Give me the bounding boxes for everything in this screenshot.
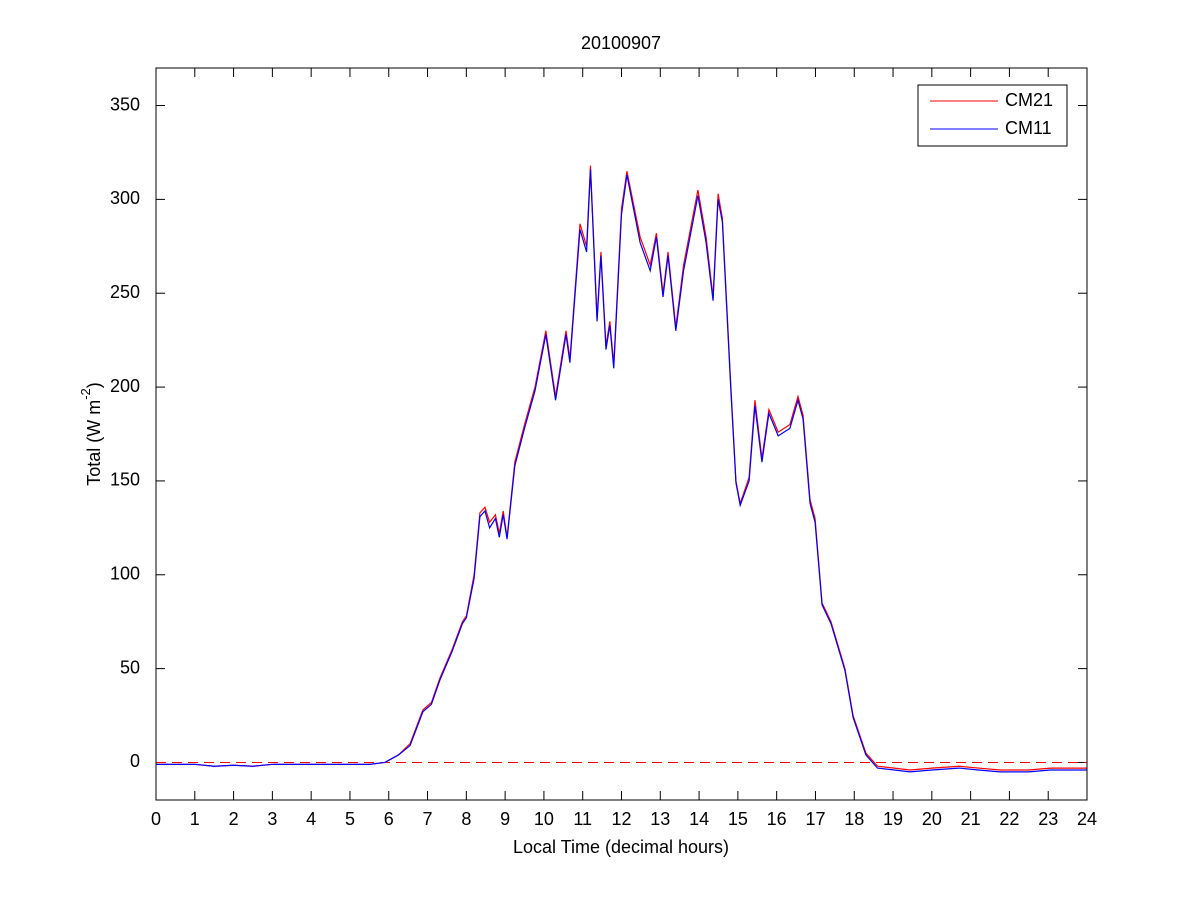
chart-title: 20100907 — [581, 33, 661, 53]
y-label-text: Total (W m — [84, 400, 104, 486]
x-tick-label: 14 — [689, 809, 709, 829]
x-tick-label: 16 — [767, 809, 787, 829]
y-tick-label: 300 — [110, 188, 140, 208]
plot-frame — [155, 67, 1088, 801]
x-tick-label: 17 — [805, 809, 825, 829]
legend-label: CM21 — [1005, 90, 1053, 110]
x-tick-label: 13 — [650, 809, 670, 829]
x-tick-label: 15 — [728, 809, 748, 829]
x-tick-label: 22 — [999, 809, 1019, 829]
x-tick-label: 24 — [1077, 809, 1097, 829]
y-tick-label: 200 — [110, 376, 140, 396]
x-tick-label: 10 — [534, 809, 554, 829]
x-tick-label: 12 — [611, 809, 631, 829]
y-tick-label: 100 — [110, 564, 140, 584]
x-tick-label: 19 — [883, 809, 903, 829]
y-tick-label: 50 — [120, 657, 140, 677]
x-tick-label: 18 — [844, 809, 864, 829]
x-tick-label: 21 — [961, 809, 981, 829]
y-axis-label: Total (W m-2) — [78, 382, 103, 486]
x-tick-label: 11 — [573, 809, 592, 829]
y-label-suffix: ) — [84, 382, 104, 388]
x-tick-label: 1 — [190, 809, 200, 829]
y-tick-label: 350 — [110, 94, 140, 114]
x-tick-label: 2 — [229, 809, 239, 829]
x-axis-label: Local Time (decimal hours) — [513, 837, 729, 857]
y-label-superscript: -2 — [78, 388, 93, 400]
y-tick-label: 250 — [110, 282, 140, 302]
x-tick-label: 23 — [1038, 809, 1058, 829]
x-tick-label: 9 — [500, 809, 510, 829]
series-line — [156, 169, 1087, 773]
x-tick-label: 20 — [922, 809, 942, 829]
y-tick-label: 0 — [130, 751, 140, 771]
x-tick-label: 7 — [423, 809, 433, 829]
legend-box — [917, 84, 1068, 147]
x-tick-label: 4 — [306, 809, 316, 829]
x-tick-label: 8 — [461, 809, 471, 829]
x-tick-label: 0 — [151, 809, 161, 829]
y-tick-label: 150 — [110, 470, 140, 490]
x-tick-label: 6 — [384, 809, 394, 829]
x-tick-label: 5 — [345, 809, 355, 829]
x-tick-label: 3 — [267, 809, 277, 829]
legend-label: CM11 — [1005, 118, 1052, 138]
